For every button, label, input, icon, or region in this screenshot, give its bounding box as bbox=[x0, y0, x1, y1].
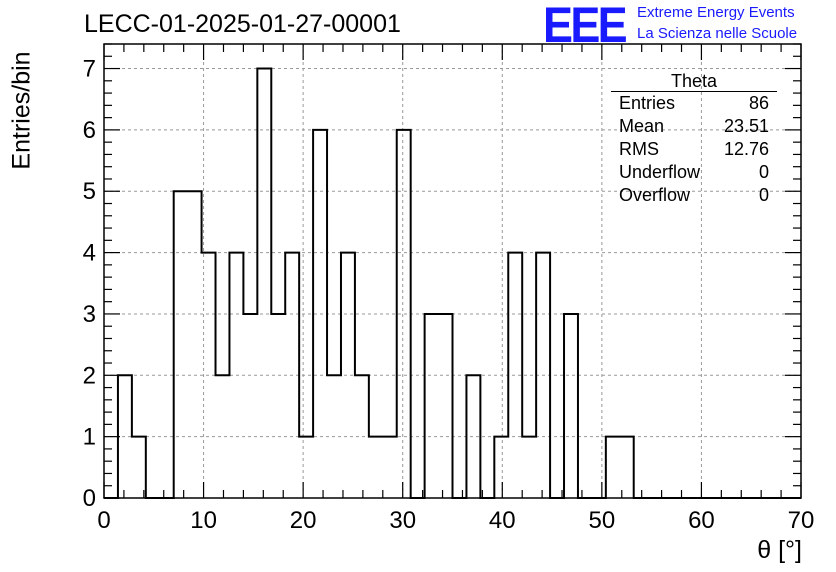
stats-value: 23.51 bbox=[723, 116, 769, 136]
plot-title: LECC-01-2025-01-27-00001 bbox=[84, 10, 401, 38]
x-tick-label: 70 bbox=[788, 507, 815, 534]
y-tick-label: 4 bbox=[83, 240, 96, 267]
stats-row-mean: Mean 23.51 bbox=[611, 115, 777, 138]
stats-box: Theta Entries 86 Mean 23.51 RMS 12.76 Un… bbox=[611, 72, 777, 207]
x-axis-title: θ [°] bbox=[757, 536, 802, 564]
axis-ticks bbox=[103, 43, 802, 499]
stats-row-underflow: Underflow 0 bbox=[611, 161, 777, 184]
x-tick-labels: 0 10 20 30 40 50 60 70 bbox=[97, 507, 814, 534]
y-tick-labels: 0 1 2 3 4 5 6 7 bbox=[83, 56, 96, 512]
stats-row-overflow: Overflow 0 bbox=[611, 184, 777, 207]
stats-box-name: Theta bbox=[611, 72, 777, 92]
logo-line-2: La Scienza nelle Scuole bbox=[637, 25, 798, 42]
y-tick-label: 6 bbox=[83, 117, 96, 144]
x-tick-label: 0 bbox=[97, 507, 110, 534]
y-tick-label: 7 bbox=[83, 56, 96, 83]
stats-row-rms: RMS 12.76 bbox=[611, 138, 777, 161]
stats-label: Underflow bbox=[619, 162, 701, 182]
stats-value: 12.76 bbox=[723, 139, 769, 159]
stats-label: Mean bbox=[619, 116, 665, 136]
stats-label: Overflow bbox=[619, 185, 691, 205]
y-tick-label: 0 bbox=[83, 485, 96, 512]
x-tick-label: 60 bbox=[688, 507, 715, 534]
x-tick-label: 50 bbox=[589, 507, 616, 534]
stats-label: Entries bbox=[619, 93, 676, 113]
y-tick-label: 5 bbox=[83, 178, 96, 205]
stats-row-entries: Entries 86 bbox=[611, 92, 777, 115]
x-tick-label: 10 bbox=[190, 507, 217, 534]
stats-value: 0 bbox=[758, 162, 769, 182]
x-tick-label: 30 bbox=[389, 507, 416, 534]
stats-value: 86 bbox=[748, 93, 769, 113]
stats-label: RMS bbox=[619, 139, 659, 159]
x-tick-label: 40 bbox=[489, 507, 516, 534]
x-tick-label: 20 bbox=[290, 507, 317, 534]
plot-frame bbox=[103, 43, 802, 499]
stats-value: 0 bbox=[758, 185, 769, 205]
eee-logo: EEE bbox=[543, 0, 628, 53]
y-tick-label: 1 bbox=[83, 424, 96, 451]
y-tick-label: 2 bbox=[83, 362, 96, 389]
y-axis-title: Entries/bin bbox=[7, 51, 36, 170]
logo-line-1: Extreme Energy Events bbox=[637, 4, 795, 21]
y-tick-label: 3 bbox=[83, 301, 96, 328]
